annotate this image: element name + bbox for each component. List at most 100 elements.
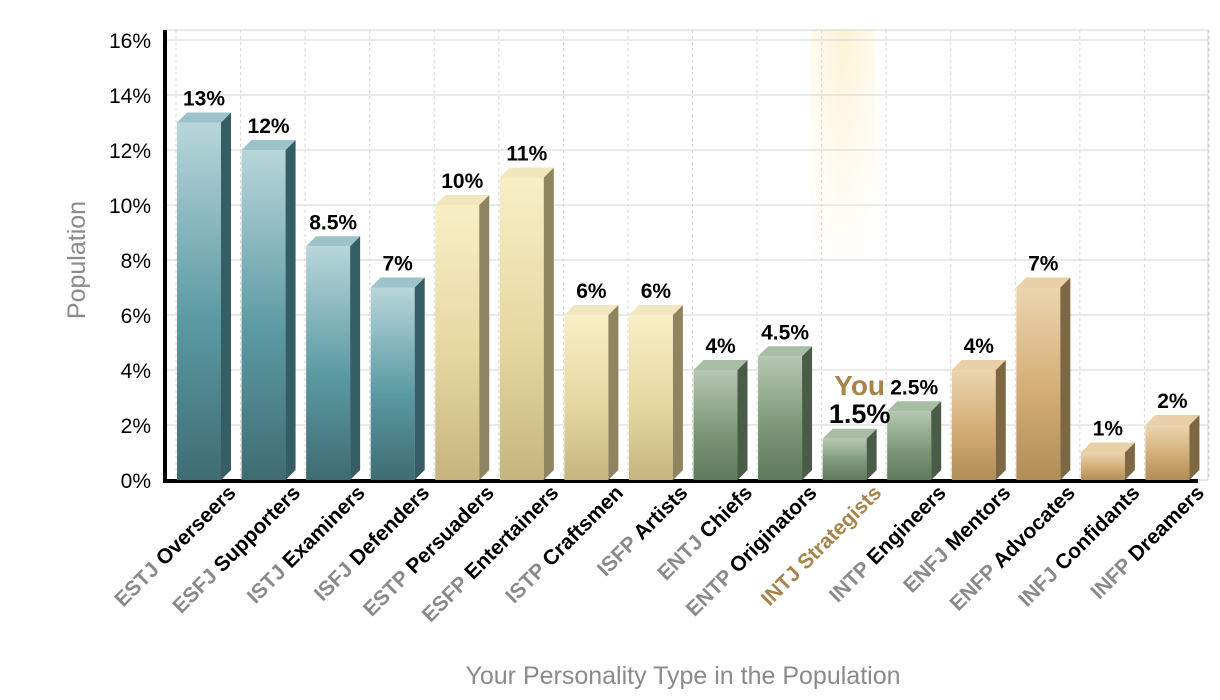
category-label: INFJ Confidants bbox=[1014, 481, 1144, 611]
bar-front bbox=[1145, 425, 1190, 480]
category-label: INTJ Strategists bbox=[757, 481, 886, 610]
category-label: INTP Engineers bbox=[825, 481, 951, 607]
bar-istj bbox=[306, 236, 361, 480]
bar-esfj bbox=[241, 140, 296, 480]
category-label: ISTP Craftsmen bbox=[501, 481, 628, 608]
value-label: 6% bbox=[576, 280, 607, 303]
bar-front bbox=[177, 122, 221, 480]
value-label: 13% bbox=[183, 88, 225, 111]
value-label: 1% bbox=[1093, 418, 1124, 441]
category-code: ESFP bbox=[418, 568, 477, 627]
bar-front bbox=[951, 370, 996, 480]
bar-infj bbox=[1080, 442, 1135, 480]
value-label: 2.5% bbox=[890, 376, 938, 399]
bar-intp bbox=[887, 401, 942, 480]
bar-front bbox=[693, 370, 738, 480]
bar-estj bbox=[177, 112, 231, 480]
bar-top bbox=[758, 346, 813, 357]
bar-esfp bbox=[499, 167, 554, 480]
category-label: ESTJ Overseers bbox=[110, 481, 240, 611]
y-tick-label: 16% bbox=[109, 30, 151, 53]
bar-top bbox=[564, 305, 619, 315]
bar-side bbox=[802, 346, 813, 480]
bar-intj bbox=[822, 428, 877, 480]
bar-side bbox=[285, 140, 296, 480]
bar-top bbox=[370, 277, 425, 288]
bar-front bbox=[628, 315, 673, 480]
bar-isfp bbox=[628, 305, 683, 480]
category-code: ESTP bbox=[359, 562, 418, 621]
bar-entp bbox=[758, 346, 813, 480]
value-label: 8.5% bbox=[309, 211, 357, 234]
bar-side bbox=[221, 112, 231, 480]
axes: 0% 2% 4% 6% 8% 10% 12% 14% 16% bbox=[109, 30, 1198, 493]
value-label: 11% bbox=[506, 143, 547, 166]
value-label: 2% bbox=[1157, 390, 1188, 413]
bar-front bbox=[758, 356, 803, 480]
y-tick-label: 14% bbox=[109, 85, 151, 108]
bar-top bbox=[435, 195, 490, 205]
category-label: ISTJ Examiners bbox=[243, 481, 370, 608]
bar-top bbox=[693, 360, 748, 370]
bar-top bbox=[177, 112, 231, 123]
y-tick-label: 0% bbox=[121, 470, 151, 493]
bar-side bbox=[543, 167, 554, 480]
bar-enfp bbox=[1016, 277, 1071, 480]
bar-top bbox=[628, 305, 683, 315]
bar-side bbox=[931, 401, 942, 480]
bar-top bbox=[241, 140, 296, 150]
bar-front bbox=[1080, 452, 1125, 480]
bar-top bbox=[306, 236, 361, 247]
value-label: 4.5% bbox=[761, 321, 809, 344]
bar-estp bbox=[435, 195, 490, 480]
category-label: INFP Dreamers bbox=[1086, 481, 1208, 603]
bars bbox=[177, 112, 1200, 480]
bar-front bbox=[1016, 287, 1061, 480]
value-label: 4% bbox=[705, 335, 736, 358]
bar-side bbox=[672, 305, 683, 480]
value-label: 4% bbox=[964, 335, 995, 358]
value-label: 1.5% bbox=[829, 399, 891, 429]
y-tick-label: 8% bbox=[121, 250, 151, 273]
bar-top bbox=[887, 401, 942, 412]
bar-top bbox=[1080, 442, 1135, 453]
y-tick-label: 2% bbox=[121, 415, 151, 438]
bar-front bbox=[370, 287, 415, 480]
value-label: 10% bbox=[441, 170, 483, 193]
bar-isfj bbox=[370, 277, 425, 480]
y-tick-label: 10% bbox=[109, 195, 151, 218]
bar-side bbox=[995, 360, 1006, 480]
bar-side bbox=[414, 277, 425, 480]
bar-top bbox=[1145, 415, 1200, 425]
value-label: 7% bbox=[1028, 253, 1059, 276]
bar-side bbox=[350, 236, 361, 480]
category-code: ENFP bbox=[946, 556, 1005, 615]
category-label: ISFJ Defenders bbox=[310, 481, 434, 605]
bar-istp bbox=[564, 305, 619, 480]
bar-side bbox=[1124, 442, 1135, 480]
value-label: 12% bbox=[248, 115, 290, 138]
bar-front bbox=[241, 150, 286, 480]
bar-front bbox=[499, 177, 544, 480]
bar-top bbox=[951, 360, 1006, 370]
category-code: ENTP bbox=[682, 561, 742, 621]
bar-top bbox=[822, 428, 877, 439]
bar-front bbox=[306, 246, 351, 480]
bar-front bbox=[887, 411, 932, 480]
bar-front bbox=[822, 438, 867, 480]
category-name: Chiefs bbox=[695, 481, 757, 543]
bar-side bbox=[1189, 415, 1200, 480]
bar-side bbox=[608, 305, 619, 480]
bar-front bbox=[435, 205, 480, 480]
bar-entj bbox=[693, 360, 748, 480]
you-label: You bbox=[834, 370, 885, 401]
bar-side bbox=[1060, 277, 1071, 480]
bar-enfj bbox=[951, 360, 1006, 480]
bar-top bbox=[499, 167, 554, 178]
y-tick-label: 4% bbox=[121, 360, 151, 383]
y-axis-title: Population bbox=[63, 201, 91, 319]
y-tick-label: 6% bbox=[121, 305, 151, 328]
value-label: 6% bbox=[641, 280, 672, 303]
bar-top bbox=[1016, 277, 1071, 288]
